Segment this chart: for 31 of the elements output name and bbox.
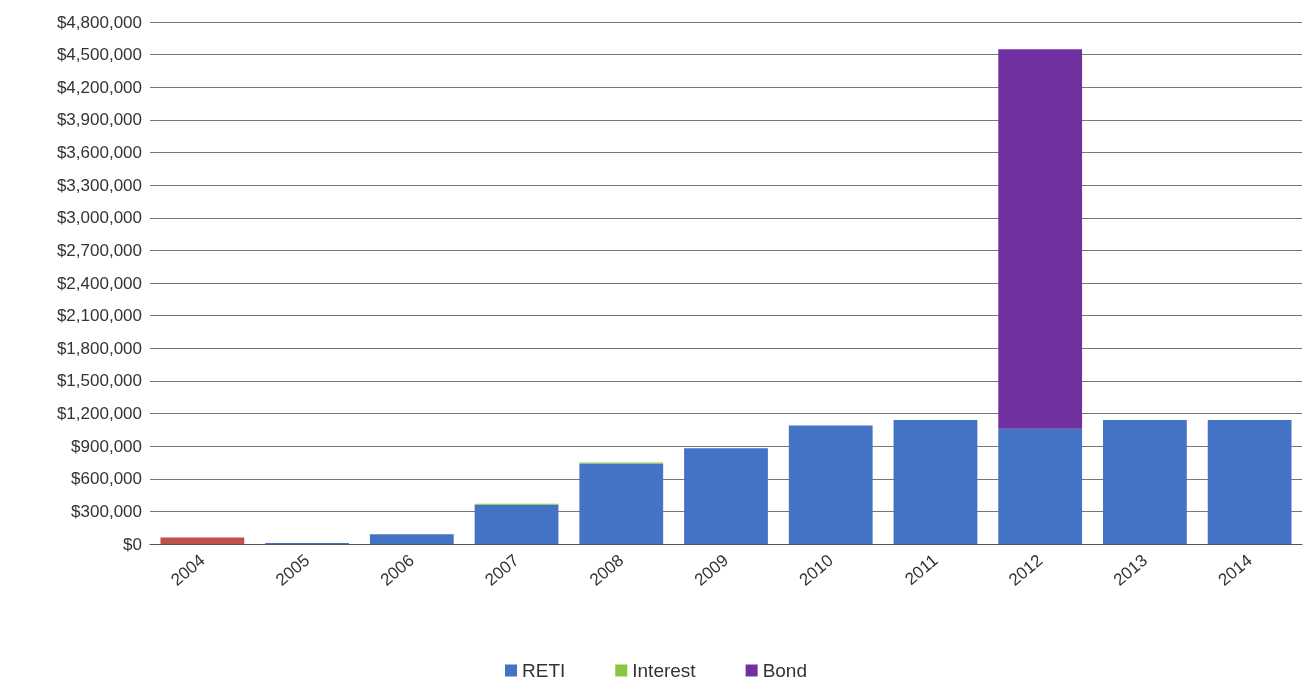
y-tick-label: $300,000 [71, 501, 142, 521]
bar [1207, 420, 1292, 544]
bar [369, 534, 454, 544]
y-tick-label: $1,500,000 [56, 371, 142, 391]
bar [893, 420, 978, 544]
legend-label: Interest [632, 660, 697, 681]
bar [998, 49, 1083, 429]
y-tick-label: $0 [123, 534, 142, 554]
bar [579, 463, 664, 544]
bar [684, 448, 768, 544]
y-tick-label: $900,000 [71, 436, 142, 456]
y-tick-label: $4,800,000 [56, 12, 142, 32]
y-tick-label: $3,900,000 [56, 110, 142, 130]
y-tick-label: $2,700,000 [56, 240, 142, 260]
y-tick-label: $3,000,000 [56, 208, 142, 228]
y-tick-label: $2,400,000 [56, 273, 142, 293]
y-tick-label: $2,100,000 [56, 306, 142, 326]
bar [998, 428, 1083, 544]
y-tick-label: $4,200,000 [56, 77, 142, 97]
legend-label: Bond [762, 660, 808, 681]
y-tick-label: $4,500,000 [56, 45, 142, 65]
y-tick-label: $1,800,000 [56, 338, 142, 358]
bar [1103, 420, 1187, 544]
bar [788, 425, 873, 544]
y-tick-label: $1,200,000 [56, 404, 142, 423]
bar [160, 537, 245, 544]
legend-label: RETI [521, 660, 566, 681]
y-tick-label: $3,300,000 [56, 175, 142, 195]
bar [474, 504, 559, 544]
y-tick-label: $600,000 [71, 469, 142, 489]
y-tick-label: $3,600,000 [56, 143, 142, 162]
